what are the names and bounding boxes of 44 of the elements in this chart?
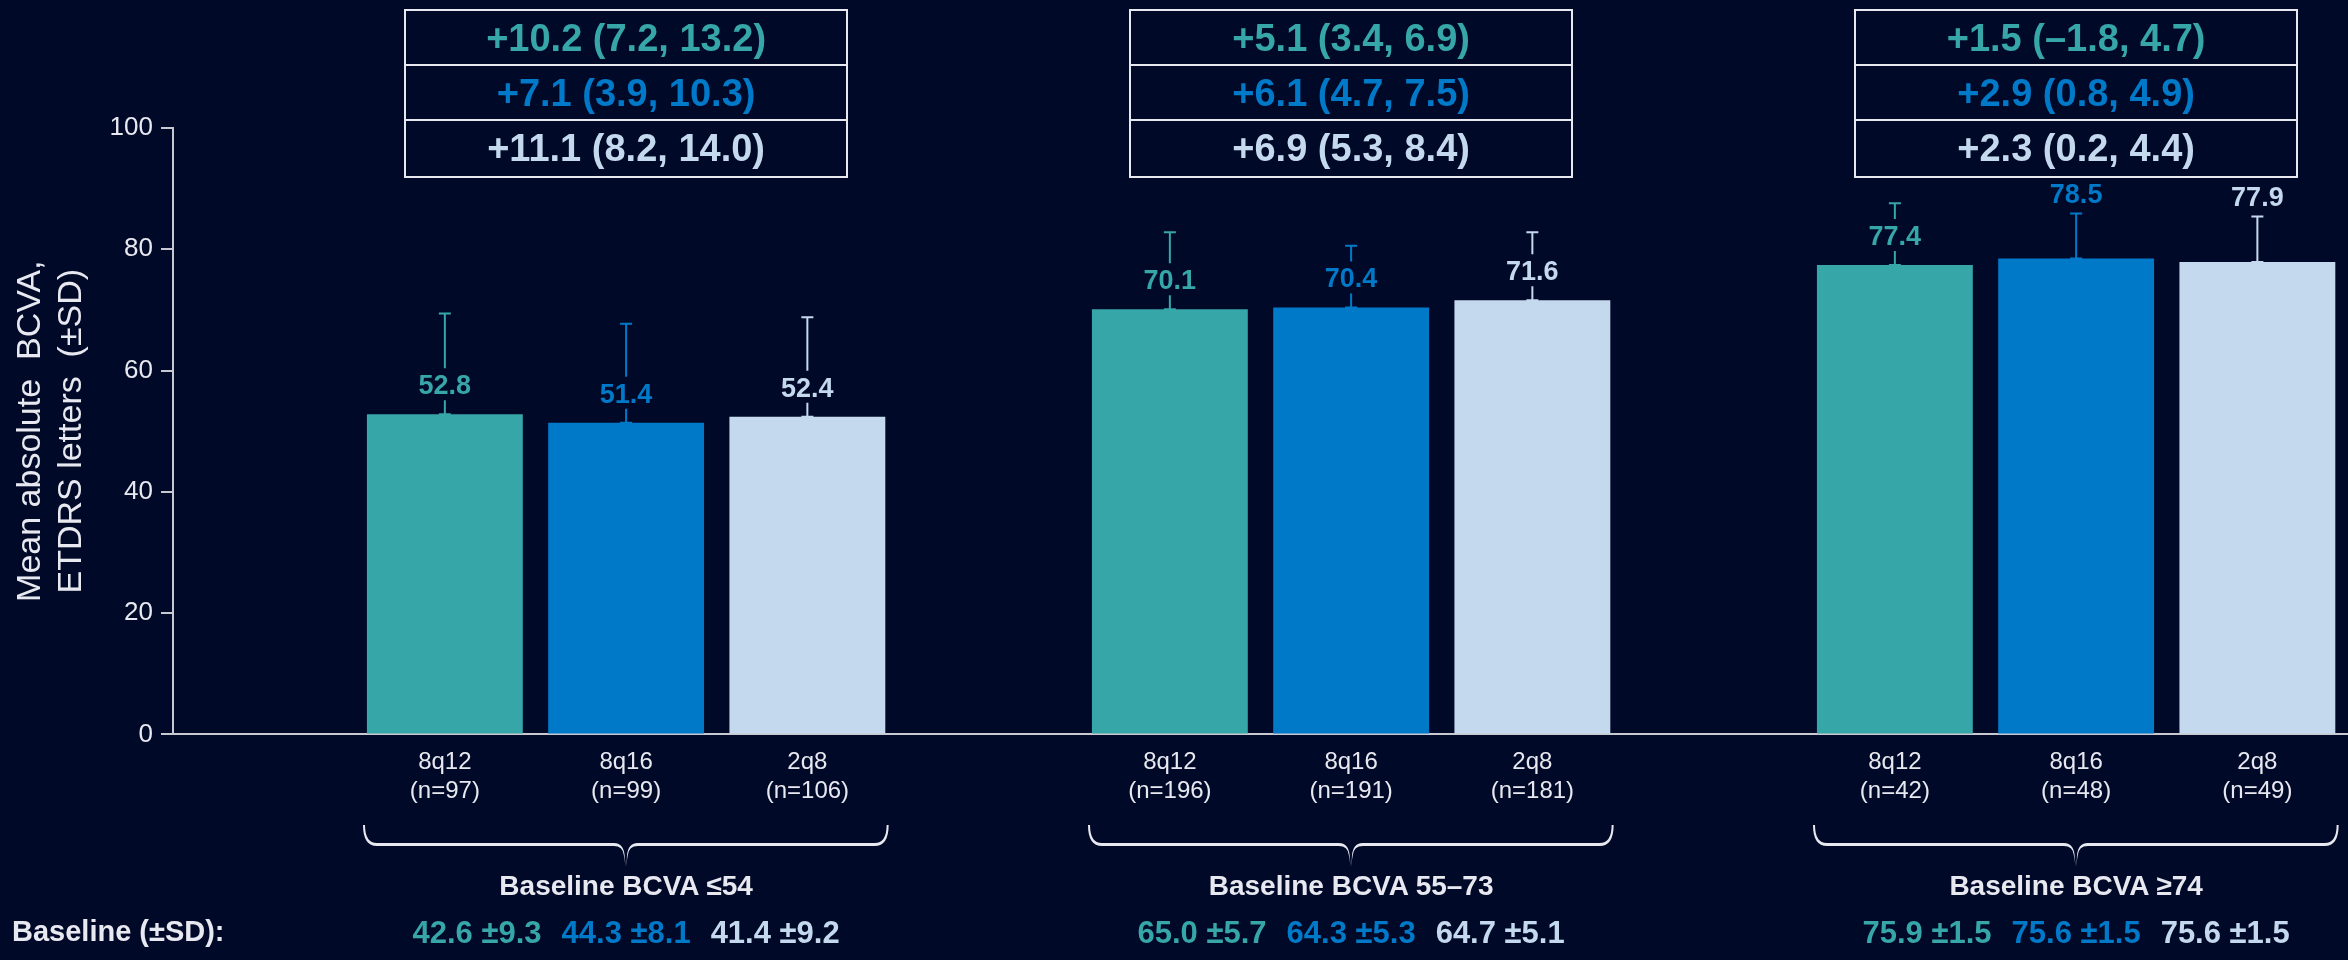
annotation: +2.3 (0.2, 4.4) (1956, 126, 2196, 171)
data-label: 52.4 (781, 372, 834, 403)
data-label: 70.1 (1143, 265, 1197, 296)
x-tick-label: 8q12 (n=42) (1859, 747, 1930, 804)
data-label: 77.4 (1868, 221, 1922, 251)
data-label: 70.4 (1324, 263, 1378, 294)
text: Baseline BCVA ≥74 (1949, 870, 2203, 902)
text: Baseline (±SD): (12, 915, 225, 948)
text: 44.3 ±8.1 (561, 915, 691, 950)
data-label: 51.4 (599, 378, 653, 409)
x-tick-label: 2q8 (n=106) (765, 747, 850, 804)
x-tick-label: 8q12 (n=196) (1128, 747, 1212, 804)
x-tick-label: 8q16 (n=191) (1309, 747, 1393, 804)
x-tick-label: 2q8 (n=49) (2222, 747, 2293, 804)
y-tick-label: 80 (124, 232, 153, 263)
text: 65.0 ±5.7 (1137, 915, 1267, 950)
y-tick-label: 40 (124, 475, 153, 506)
y-axis-title: Mean absolute BCVA, ETDRS letters (±SD) (8, 260, 88, 602)
text: 75.6 ±1.5 (2160, 915, 2290, 950)
table-frame: +1.5 (–1.8, 4.7) +2.9 (0.8, 4.9) +2.3 (0.2, 4.4) (1854, 9, 2299, 178)
y-tick-label: 20 (124, 596, 153, 627)
data-label: 78.5 (2049, 179, 2103, 210)
data-label: 77.9 (2231, 182, 2284, 213)
annotation: +11.1 (8.2, 14.0) (486, 126, 766, 171)
text: 64.7 ±5.1 (1435, 915, 1565, 950)
table-frame: +5.1 (3.4, 6.9) +6.1 (4.7, 7.5) +6.9 (5.3, 8.4) (1129, 9, 1574, 178)
text: 75.6 ±1.5 (2011, 915, 2141, 950)
x-tick-label: 8q16 (n=99) (591, 747, 662, 804)
data-label: 71.6 (1506, 256, 1559, 287)
text: 75.9 ±1.5 (1862, 915, 1992, 950)
x-tick-label: 8q16 (n=48) (2041, 747, 2112, 804)
x-tick-label: 2q8 (n=181) (1490, 747, 1575, 804)
y-tick-label: 100 (109, 111, 153, 142)
data-label: 52.8 (418, 370, 472, 401)
annotation: +6.9 (5.3, 8.4) (1231, 126, 1471, 171)
text: 41.4 ±9.2 (710, 915, 840, 950)
x-tick-label: 8q12 (n=97) (409, 747, 480, 804)
text: Baseline BCVA 55–73 (1208, 870, 1494, 902)
text: 42.6 ±9.3 (412, 915, 542, 950)
text: 64.3 ±5.3 (1286, 915, 1416, 950)
y-tick-label: 0 (138, 717, 153, 748)
text: Baseline BCVA ≤54 (499, 870, 753, 902)
table-frame: +10.2 (7.2, 13.2) +7.1 (3.9, 10.3) +11.1 (8.2, 14.0) (404, 9, 849, 178)
y-tick-label: 60 (124, 353, 153, 384)
